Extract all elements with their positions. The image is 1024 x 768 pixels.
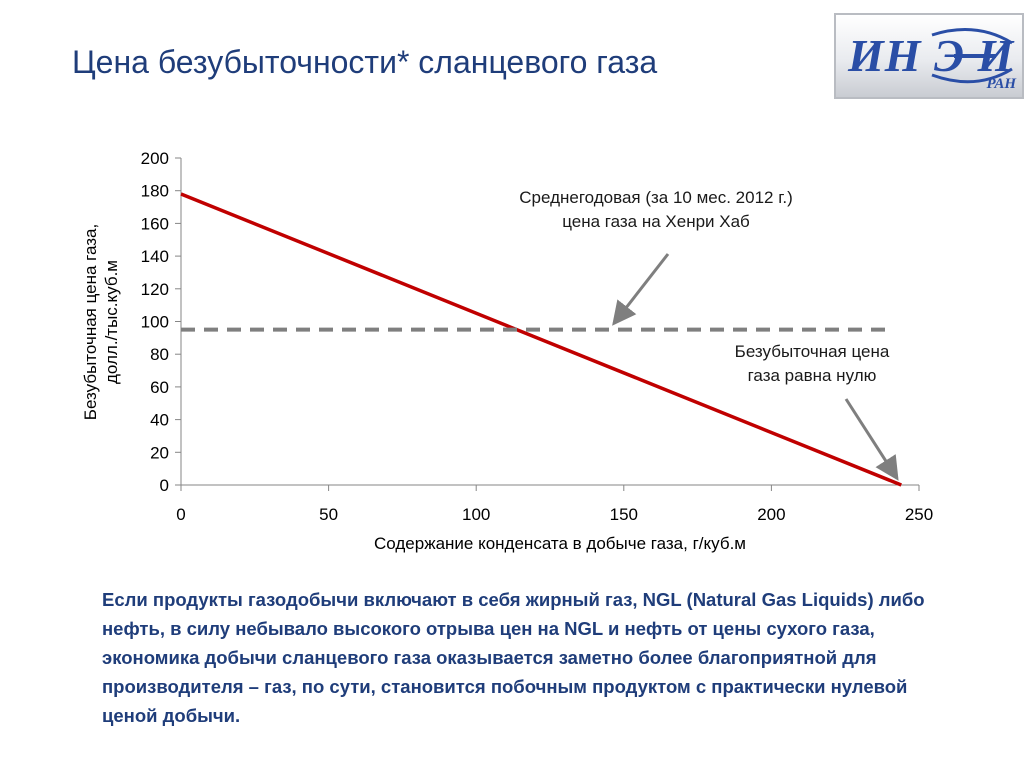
- annotation-line: Среднегодовая (за 10 мес. 2012 г.): [519, 188, 793, 207]
- y-tick-label: 80: [150, 345, 169, 364]
- breakeven-chart: 0 20 40 60 80 100 120 140 160 180 200 0 50 100 150 200 2…: [81, 149, 933, 553]
- slide-body-text: Если продукты газодобычи включают в себя…: [102, 589, 925, 726]
- y-tick-label: 140: [141, 247, 169, 266]
- logo-text: ИН Э И: [848, 30, 1015, 81]
- annotation-line: Безубыточная цена: [735, 342, 890, 361]
- y-tick-label: 100: [141, 313, 169, 332]
- chart-series: [180, 192, 902, 487]
- y-tick-label: 0: [160, 476, 169, 495]
- x-tick-label: 250: [905, 505, 933, 524]
- annotation-line: газа равна нулю: [748, 366, 877, 385]
- y-tick-label: 20: [150, 443, 169, 462]
- x-axis-title: Содержание конденсата в добыче газа, г/к…: [374, 534, 746, 553]
- y-axis-title-line: долл./тыс.куб.м: [102, 260, 121, 384]
- annotation-label: Среднегодовая (за 10 мес. 2012 г.) цена г…: [519, 188, 793, 231]
- y-tick-label: 40: [150, 411, 169, 430]
- y-tick-label: 180: [141, 182, 169, 201]
- slide-title: Цена безубыточности* сланцевого газа: [72, 44, 658, 80]
- x-tick-label: 100: [462, 505, 490, 524]
- chart-axes: 0 20 40 60 80 100 120 140 160 180 200 0 50 100 150 200 2…: [81, 149, 933, 553]
- y-tick-label: 200: [141, 149, 169, 168]
- logo-subtext: РАН: [986, 76, 1016, 92]
- ineiran-logo: ИН Э И РАН: [834, 13, 1024, 99]
- x-tick-label: 50: [319, 505, 338, 524]
- x-tick-label: 150: [610, 505, 638, 524]
- y-tick-label: 60: [150, 378, 169, 397]
- y-tick-label: 160: [141, 214, 169, 233]
- breakeven-price-line: [180, 192, 902, 487]
- annotation-arrow: [844, 398, 899, 481]
- chart-annotations: Среднегодовая (за 10 мес. 2012 г.) цена г…: [519, 188, 899, 481]
- x-tick-label: 0: [176, 505, 185, 524]
- y-axis-title-line: Безубыточная цена газа,: [81, 224, 100, 420]
- annotation-label: Безубыточная цена газа равна нулю: [735, 342, 890, 385]
- y-axis-title: Безубыточная цена газа, долл./тыс.куб.м: [81, 224, 121, 420]
- y-tick-label: 120: [141, 280, 169, 299]
- annotation-line: цена газа на Хенри Хаб: [562, 212, 750, 231]
- annotation-arrow: [612, 253, 670, 326]
- logo-swoosh-icon: [931, 28, 1013, 84]
- x-tick-label: 200: [757, 505, 785, 524]
